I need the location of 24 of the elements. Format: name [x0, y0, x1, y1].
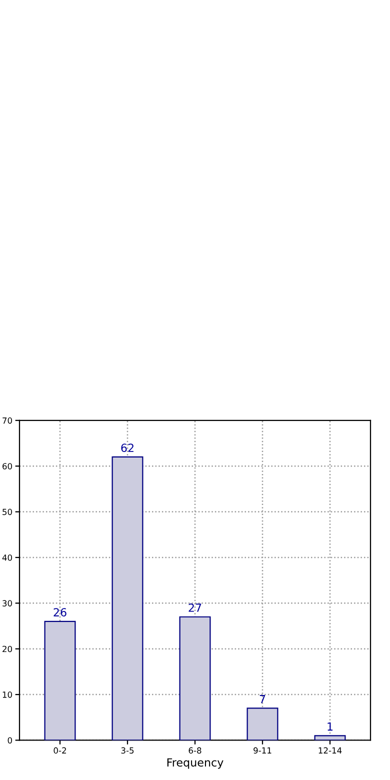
bar	[112, 456, 144, 740]
data-label: 27	[188, 604, 202, 612]
bar	[246, 708, 278, 740]
x-axis-title: Frequency	[167, 758, 224, 769]
x-tick-label: 12-14	[318, 747, 342, 754]
data-label: 62	[121, 444, 134, 452]
y-tick-label: 10	[2, 692, 12, 698]
bar	[44, 620, 76, 740]
data-label: 1	[328, 722, 333, 731]
y-tick-label: 70	[2, 417, 12, 424]
y-tick-label: 50	[2, 508, 12, 516]
y-tick-label: 40	[2, 554, 12, 561]
x-tick-label: 3-5	[121, 747, 134, 754]
data-label: 26	[54, 608, 66, 617]
y-tick-label: 60	[2, 463, 12, 470]
x-tick-label: 9-11	[254, 747, 272, 754]
y-tick-label: 20	[2, 646, 12, 652]
bar	[314, 735, 346, 740]
y-tick-label: 0	[8, 737, 12, 744]
bar	[179, 616, 211, 740]
y-tick-label: 30	[2, 600, 12, 606]
x-tick-label: 6-8	[188, 747, 202, 754]
x-tick-label: 0-2	[54, 747, 66, 754]
data-label: 7	[260, 695, 266, 704]
